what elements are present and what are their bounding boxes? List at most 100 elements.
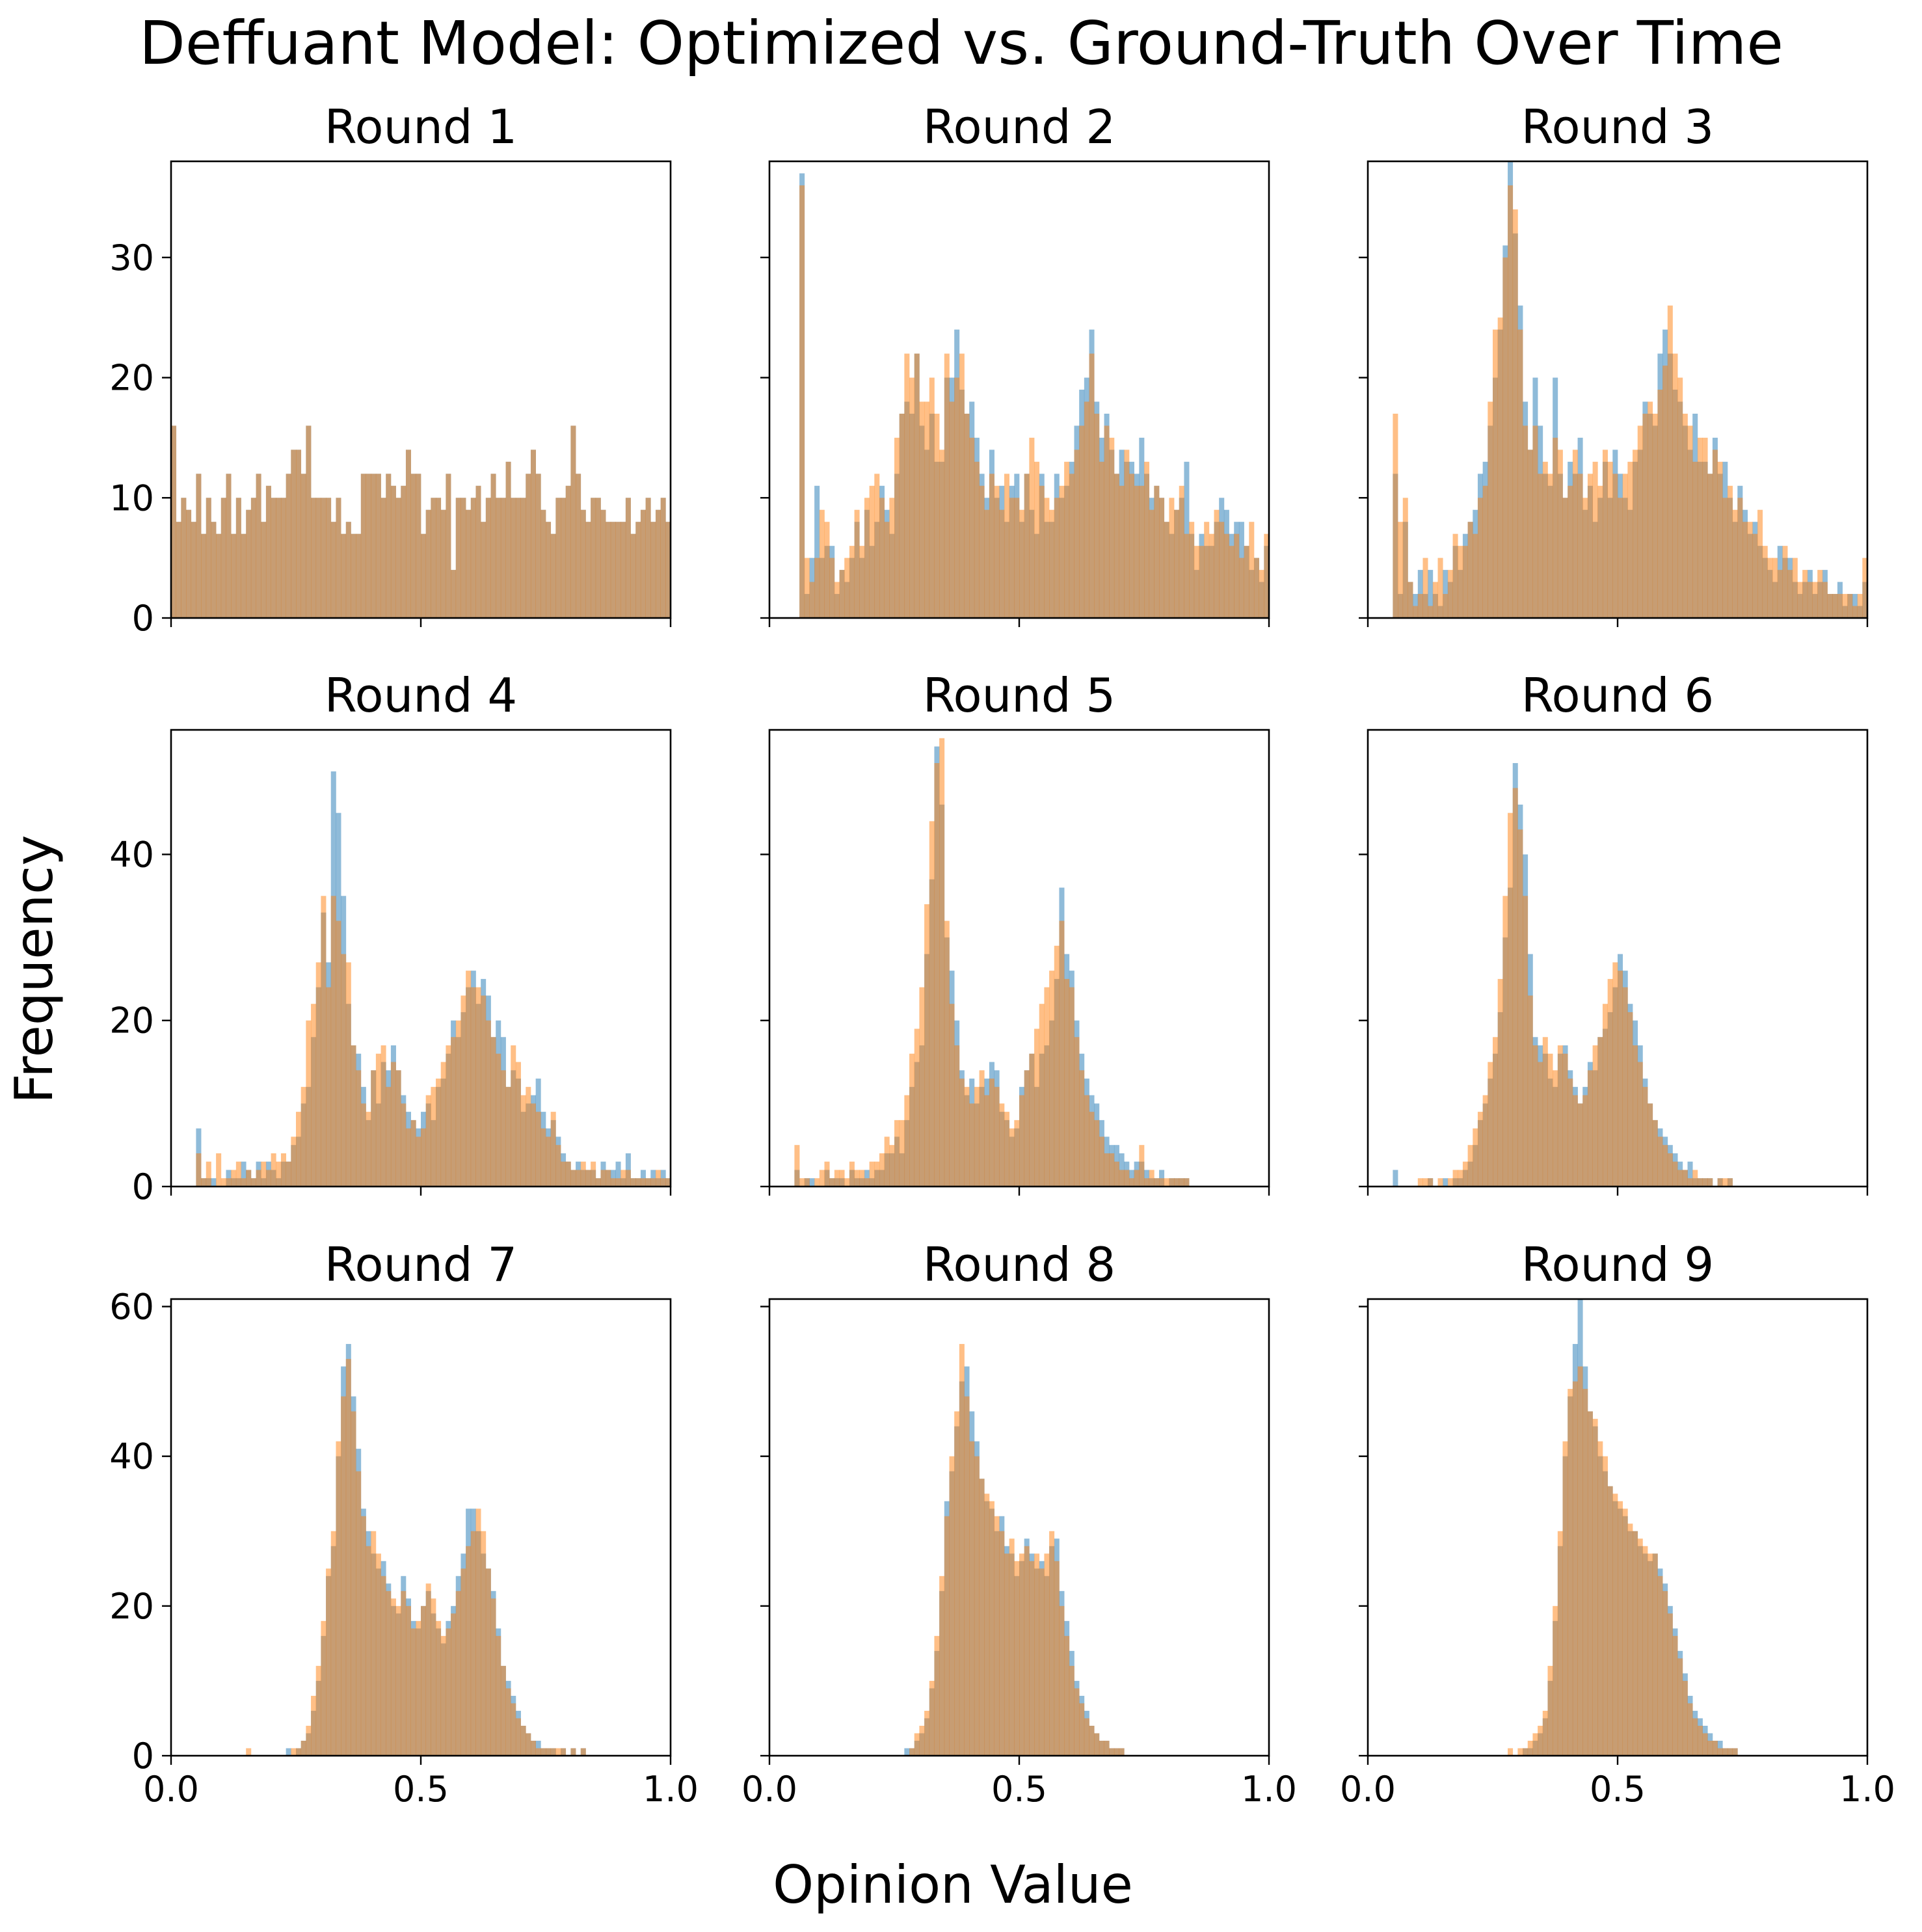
histogram-bar <box>1064 1635 1070 1756</box>
histogram-bar <box>1104 1153 1110 1187</box>
histogram-bar <box>1722 1178 1728 1187</box>
histogram-bar <box>176 522 181 618</box>
histogram-bar <box>934 413 940 618</box>
histogram-bar <box>1627 1523 1633 1756</box>
histogram-bar <box>341 533 347 618</box>
histogram-bar <box>949 1456 955 1756</box>
histogram-bar <box>1837 594 1843 618</box>
histogram-bar <box>276 1161 282 1187</box>
x-tick-label: 0.0 <box>1340 1769 1396 1810</box>
histogram-bar <box>315 498 321 618</box>
histogram-bar <box>1612 1494 1618 1756</box>
histogram-bar <box>1437 557 1443 618</box>
series-2 <box>799 185 1270 618</box>
histogram-bar <box>1214 509 1220 618</box>
histogram-bar <box>1493 1037 1499 1187</box>
histogram-bar <box>999 1531 1005 1756</box>
histogram-bar <box>431 498 436 618</box>
histogram-bar <box>1692 1170 1698 1187</box>
panel-title: Round 4 <box>325 668 518 723</box>
histogram-bar <box>1039 485 1045 618</box>
histogram-bar <box>949 401 955 618</box>
histogram-bar <box>1114 1748 1119 1756</box>
histogram-bar <box>1467 1145 1473 1187</box>
histogram-bar <box>226 1178 232 1187</box>
histogram-bar <box>475 485 481 618</box>
histogram-bar <box>889 1145 895 1187</box>
histogram-bar <box>964 1086 970 1187</box>
histogram-bar <box>1677 1170 1683 1187</box>
histogram-bar <box>311 1004 317 1187</box>
histogram-bar <box>1572 1095 1578 1187</box>
histogram-bar <box>1184 1178 1190 1187</box>
histogram-bar <box>500 1070 506 1187</box>
histogram-bar <box>1532 425 1538 618</box>
histogram-bar <box>235 1161 241 1187</box>
histogram-bar <box>1642 413 1648 618</box>
histogram-bar <box>1249 522 1255 618</box>
histogram-bar <box>326 987 332 1187</box>
histogram-bar <box>425 509 431 618</box>
histogram-bar <box>241 1161 247 1187</box>
histogram-bar <box>974 1086 980 1187</box>
histogram-bar <box>650 522 656 618</box>
histogram-bar <box>321 1620 327 1756</box>
histogram-bar <box>959 1344 965 1756</box>
histogram-bar <box>570 1748 576 1756</box>
histogram-bar <box>969 437 975 618</box>
histogram-bar <box>241 533 247 618</box>
panel-6: Round 6 <box>1359 668 1869 1196</box>
histogram-bar <box>196 474 202 618</box>
y-axis-label: Frequency <box>4 835 64 1103</box>
histogram-bar <box>1862 557 1868 618</box>
histogram-bar <box>356 1471 362 1756</box>
histogram-bar <box>261 522 267 618</box>
histogram-bar <box>371 474 377 618</box>
histogram-bar <box>994 1086 1000 1187</box>
histogram-bar <box>1194 546 1199 618</box>
y-tick-label: 0 <box>132 598 154 639</box>
histogram-bar <box>250 498 256 618</box>
histogram-bar <box>505 1688 511 1756</box>
histogram-bar <box>196 1153 202 1187</box>
histogram-bar <box>421 1128 427 1187</box>
histogram-bar <box>1602 1456 1608 1756</box>
histogram-bar <box>1547 474 1553 618</box>
histogram-bar <box>336 1441 341 1756</box>
histogram-bar <box>1094 1120 1100 1187</box>
histogram-bar <box>1149 1170 1155 1187</box>
histogram-bar <box>1847 594 1853 618</box>
histogram-bar <box>819 509 825 618</box>
histogram-bar <box>1024 1070 1030 1187</box>
histogram-bar <box>380 1576 386 1756</box>
histogram-bar <box>1422 557 1428 618</box>
histogram-bar <box>440 509 446 618</box>
histogram-bar <box>1527 449 1533 618</box>
histogram-bar <box>989 1501 994 1756</box>
histogram-bar <box>1597 485 1603 618</box>
histogram-bar <box>511 498 516 618</box>
histogram-bar <box>1074 1688 1080 1756</box>
histogram-bar <box>1592 1419 1598 1756</box>
histogram-bar <box>520 1095 526 1187</box>
histogram-bar <box>1069 1665 1074 1756</box>
histogram-bar <box>1417 1178 1423 1187</box>
histogram-bar <box>375 1053 381 1187</box>
histogram-bar <box>1542 1037 1548 1187</box>
histogram-bar <box>974 461 980 618</box>
histogram-bar <box>914 1028 920 1187</box>
histogram-bar <box>884 522 890 618</box>
histogram-bar <box>1777 570 1783 618</box>
histogram-bar <box>1797 582 1803 618</box>
histogram-bar <box>1582 498 1588 618</box>
histogram-bar <box>1612 962 1618 1187</box>
histogram-bar <box>1852 606 1858 618</box>
x-tick-label: 0.5 <box>393 1769 449 1810</box>
histogram-bar <box>1508 812 1514 1187</box>
histogram-bar <box>1747 522 1753 618</box>
histogram-bar <box>1199 546 1205 618</box>
histogram-bar <box>416 1620 421 1756</box>
histogram-bar <box>201 533 207 618</box>
histogram-bar <box>1757 509 1763 618</box>
histogram-bar <box>894 1120 900 1187</box>
